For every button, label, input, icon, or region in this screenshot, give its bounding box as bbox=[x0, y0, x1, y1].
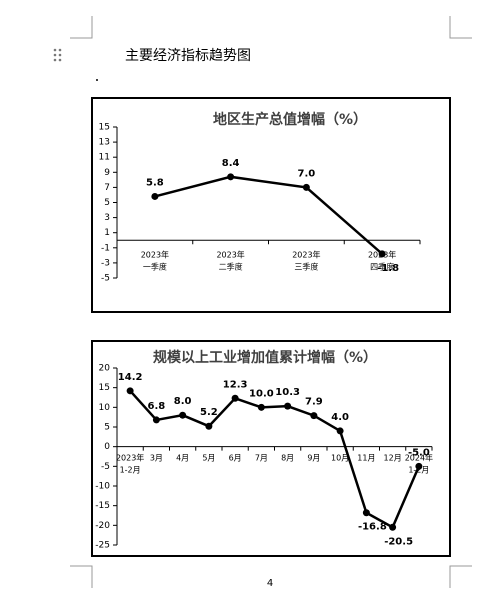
y-tick-label: 7 bbox=[104, 183, 110, 193]
chart-title: 地区生产总值增幅（%） bbox=[213, 111, 367, 128]
data-point bbox=[336, 427, 344, 435]
y-tick-label: 13 bbox=[99, 138, 110, 148]
data-label: 10.0 bbox=[249, 388, 274, 399]
data-point bbox=[310, 412, 318, 420]
x-tick-label: 2023年 bbox=[141, 250, 169, 260]
data-point bbox=[389, 523, 397, 531]
y-tick-label: 10 bbox=[99, 403, 111, 413]
data-label: -16.8 bbox=[358, 522, 387, 533]
x-tick-label: 11月 bbox=[357, 454, 375, 463]
drag-handle bbox=[53, 48, 62, 62]
x-tick-label: 二季度 bbox=[219, 262, 243, 272]
data-point bbox=[151, 192, 159, 200]
data-line bbox=[129, 389, 421, 530]
x-tick-label: 2024年 bbox=[405, 453, 433, 463]
data-label: -5.0 bbox=[408, 447, 430, 458]
y-tick-label: -25 bbox=[95, 541, 110, 551]
data-label: 7.0 bbox=[298, 168, 316, 179]
y-tick-label: 9 bbox=[104, 168, 110, 178]
x-tick-label: 一季度 bbox=[143, 262, 167, 272]
y-tick-label: -20 bbox=[95, 521, 110, 531]
chart-frame bbox=[91, 97, 451, 313]
heading: 主要经济指标趋势图 bbox=[125, 48, 251, 64]
x-tick-label: 1-2月 bbox=[408, 466, 429, 475]
x-tick-label: 3月 bbox=[150, 454, 163, 463]
data-point bbox=[227, 173, 235, 181]
y-tick-label: 20 bbox=[99, 364, 111, 374]
chart-frame bbox=[91, 340, 451, 557]
x-tick-label: 2023年 bbox=[292, 250, 320, 260]
data-label: -20.5 bbox=[384, 536, 413, 547]
data-label: 8.4 bbox=[222, 158, 240, 169]
y-tick-label: 1 bbox=[104, 228, 110, 238]
x-tick-label: 7月 bbox=[255, 454, 268, 463]
y-tick-label: -1 bbox=[101, 243, 110, 253]
x-tick-label: 8月 bbox=[281, 454, 294, 463]
data-point bbox=[284, 402, 292, 410]
chart-title: 规模以上工业增加值累计增幅（%） bbox=[153, 349, 377, 366]
x-tick-label: 三季度 bbox=[294, 262, 318, 272]
data-label: 6.8 bbox=[148, 401, 166, 412]
data-label: 5.8 bbox=[146, 177, 164, 188]
data-label: 7.9 bbox=[305, 397, 323, 408]
data-point bbox=[152, 416, 160, 424]
data-point bbox=[126, 387, 134, 395]
data-point bbox=[205, 422, 213, 430]
x-tick-label: 1-2月 bbox=[120, 466, 141, 475]
x-tick-label: 9月 bbox=[307, 454, 320, 463]
x-tick-label: 2023年 bbox=[116, 453, 144, 463]
page-number: 4 bbox=[267, 578, 273, 589]
data-point bbox=[231, 394, 239, 402]
data-label: 12.3 bbox=[223, 379, 248, 390]
y-tick-label: 5 bbox=[104, 423, 110, 433]
y-tick-label: 3 bbox=[104, 213, 110, 223]
x-tick-label: 5月 bbox=[202, 454, 215, 463]
data-point bbox=[257, 403, 265, 411]
data-point bbox=[362, 509, 370, 517]
data-point bbox=[302, 183, 310, 191]
y-tick-label: 0 bbox=[104, 442, 110, 452]
data-line bbox=[154, 175, 383, 255]
data-label: 5.2 bbox=[200, 407, 218, 418]
x-tick-label: 10月 bbox=[331, 454, 349, 463]
data-point bbox=[378, 250, 386, 258]
y-tick-label: -10 bbox=[95, 482, 110, 492]
y-tick-label: 5 bbox=[104, 198, 110, 208]
x-tick-label: 四季度 bbox=[370, 262, 394, 272]
data-label: -1.8 bbox=[377, 263, 399, 274]
data-point bbox=[415, 462, 423, 470]
data-point bbox=[179, 411, 187, 419]
x-tick-label: 12月 bbox=[384, 454, 402, 463]
y-tick-label: -5 bbox=[101, 462, 110, 472]
y-tick-label: 11 bbox=[99, 153, 110, 163]
x-tick-label: 4月 bbox=[176, 454, 189, 463]
y-tick-label: -15 bbox=[95, 501, 110, 511]
data-label: 4.0 bbox=[331, 412, 349, 423]
data-label: 8.0 bbox=[174, 396, 192, 407]
y-tick-label: 15 bbox=[99, 383, 110, 393]
y-tick-label: -5 bbox=[101, 274, 110, 284]
data-label: 10.3 bbox=[275, 387, 300, 398]
y-tick-label: 15 bbox=[99, 123, 110, 133]
x-tick-label: 6月 bbox=[229, 454, 242, 463]
data-label: 14.2 bbox=[118, 372, 143, 383]
bullet bbox=[96, 79, 98, 81]
y-tick-label: -3 bbox=[101, 258, 110, 268]
corner-marks bbox=[70, 16, 472, 588]
x-tick-label: 2023年 bbox=[216, 250, 244, 260]
